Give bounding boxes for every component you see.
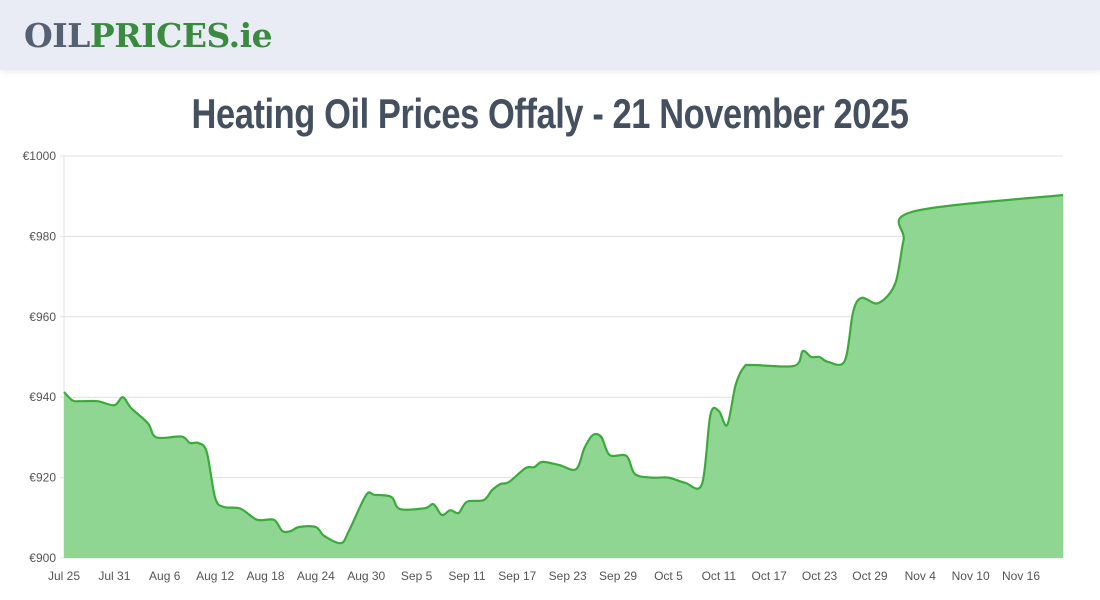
x-tick-label: Aug 6: [149, 569, 181, 583]
y-tick-label: €900: [29, 551, 56, 565]
page-title: Heating Oil Prices Offaly - 21 November …: [191, 90, 909, 137]
y-tick-label: €920: [29, 471, 56, 485]
logo-prices-text: PRICES.ie: [89, 16, 273, 55]
logo-oil-text: OIL: [24, 16, 90, 55]
x-tick-label: Nov 10: [952, 569, 990, 583]
x-tick-label: Oct 5: [654, 569, 683, 583]
x-tick-label: Oct 11: [702, 569, 737, 583]
x-tick-label: Sep 5: [401, 569, 433, 583]
x-tick-label: Aug 18: [246, 569, 284, 583]
x-tick-label: Oct 17: [751, 569, 787, 583]
x-tick-label: Sep 29: [599, 569, 637, 583]
x-tick-label: Aug 12: [196, 569, 234, 583]
x-tick-label: Aug 30: [347, 569, 385, 583]
site-header: OILPRICES.ie: [0, 0, 1100, 70]
y-tick-label: €980: [29, 229, 56, 243]
x-tick-label: Oct 23: [802, 569, 838, 583]
y-axis: €900 €920 €940 €960 €980 €1000: [23, 149, 57, 565]
x-tick-label: Sep 11: [448, 569, 485, 583]
x-tick-label: Jul 31: [98, 569, 130, 583]
site-logo[interactable]: OILPRICES.ie: [24, 16, 273, 56]
x-tick-label: Nov 16: [1002, 569, 1040, 583]
y-tick-label: €960: [29, 310, 56, 324]
x-tick-label: Sep 17: [498, 569, 536, 583]
price-area-fill: [64, 195, 1063, 558]
x-tick-label: Jul 25: [48, 569, 80, 583]
price-line: [63, 193, 1064, 545]
y-tick-label: €1000: [23, 149, 57, 163]
y-tick-label: €940: [29, 390, 56, 404]
x-tick-label: Oct 29: [852, 569, 888, 583]
x-axis: Jul 25 Jul 31 Aug 6 Aug 12 Aug 18 Aug 24 Aug 3…: [48, 569, 1040, 583]
x-tick-label: Sep 23: [549, 569, 587, 583]
x-tick-label: Nov 4: [905, 569, 937, 583]
x-tick-label: Aug 24: [297, 569, 335, 583]
